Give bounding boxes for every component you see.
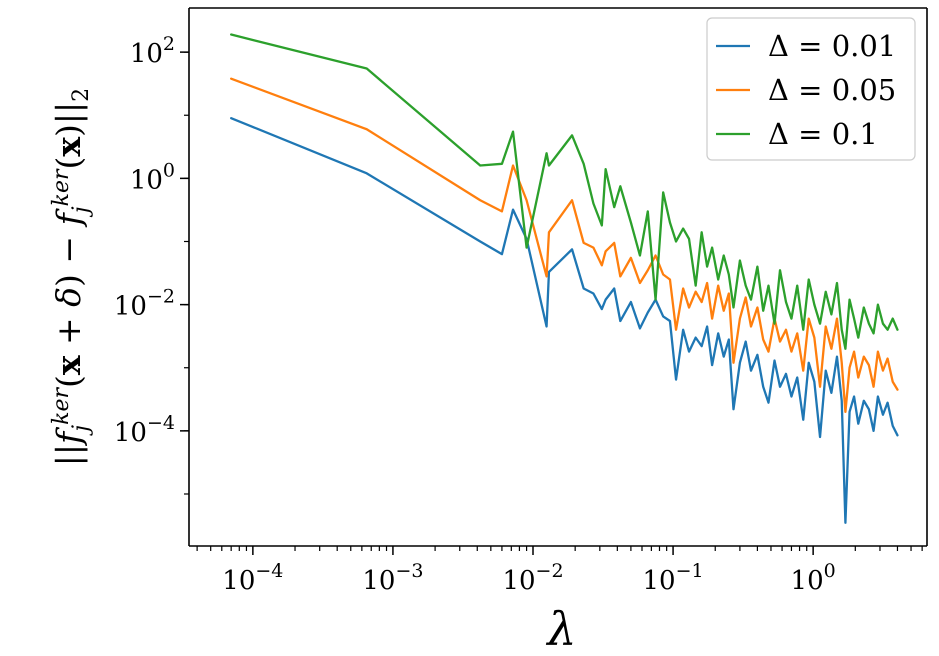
legend: Δ = 0.01 Δ = 0.05 Δ = 0.1 bbox=[706, 17, 916, 161]
series-line-0 bbox=[230, 116, 899, 524]
ylabel-part-x2: x bbox=[49, 137, 88, 157]
y-tick-label-3: 102 bbox=[130, 33, 175, 69]
ylabel-part-norm-close: )|| bbox=[49, 102, 88, 137]
y-tick-label-2: 100 bbox=[130, 159, 175, 195]
x-tick-label-1: 10−3 bbox=[362, 560, 423, 596]
legend-label-value-delta-001: 0.01 bbox=[832, 29, 897, 63]
y-tick-label-exponent: −4 bbox=[147, 412, 175, 434]
y-axis-label-text: ||fjker(x + δ) − fjker(x)||2 bbox=[49, 88, 94, 466]
x-tick-label-exponent: −1 bbox=[676, 560, 704, 582]
x-tick-label-3: 10−1 bbox=[643, 560, 704, 596]
y-tick-label-exponent: 2 bbox=[163, 33, 175, 55]
ylabel-part-ker2: ker bbox=[49, 168, 74, 206]
ylabel-part-paren2: ( bbox=[49, 157, 88, 170]
legend-label-delta-001: Δ = 0.01 bbox=[768, 29, 896, 63]
legend-label-base-delta-001: Δ = bbox=[768, 29, 832, 63]
y-tick-label-0: 10−4 bbox=[114, 412, 175, 448]
x-tick-label-0: 10−4 bbox=[222, 560, 283, 596]
series-layer bbox=[230, 33, 899, 524]
x-tick-label-base: 10 bbox=[791, 566, 824, 596]
x-tick-label-exponent: −2 bbox=[536, 560, 564, 582]
legend-frame bbox=[706, 17, 916, 161]
legend-label-base-delta-01: Δ = bbox=[768, 117, 832, 151]
y-axis-label: ||fjker(x + δ) − fjker(x)||2 bbox=[49, 88, 94, 466]
ylabel-part-norm-open: || bbox=[49, 444, 88, 466]
x-tick-label-exponent: 0 bbox=[824, 560, 836, 582]
legend-label-delta-01: Δ = 0.1 bbox=[768, 117, 878, 151]
ylabel-part-x1: x bbox=[49, 355, 88, 375]
series-line-2 bbox=[230, 33, 899, 350]
ylabel-part-delta: δ bbox=[49, 287, 88, 307]
ylabel-part-minus: ) − bbox=[49, 225, 88, 287]
ylabel-part-subscript-2: 2 bbox=[69, 88, 94, 102]
legend-label-base-delta-005: Δ = bbox=[768, 73, 832, 107]
x-tick-label-4: 100 bbox=[791, 560, 836, 596]
x-tick-label-base: 10 bbox=[362, 566, 395, 596]
axes bbox=[188, 7, 928, 547]
x-tick-label-base: 10 bbox=[502, 566, 535, 596]
y-tick-label-base: 10 bbox=[114, 292, 147, 322]
y-tick-label-base: 10 bbox=[114, 418, 147, 448]
ylabel-part-paren1: ( bbox=[49, 375, 88, 388]
x-tick-label-exponent: −4 bbox=[255, 560, 283, 582]
ylabel-part-ker1: ker bbox=[49, 387, 74, 425]
x-tick-label-base: 10 bbox=[222, 566, 255, 596]
legend-label-value-delta-005: 0.05 bbox=[832, 73, 897, 107]
y-tick-label-1: 10−2 bbox=[114, 286, 175, 322]
ylabel-part-plus: + bbox=[49, 307, 88, 356]
legend-label-delta-005: Δ = 0.05 bbox=[768, 73, 896, 107]
y-tick-label-exponent: −2 bbox=[147, 286, 175, 308]
y-tick-label-base: 10 bbox=[130, 39, 163, 69]
y-tick-label-base: 10 bbox=[130, 165, 163, 195]
y-tick-label-exponent: 0 bbox=[163, 159, 175, 181]
x-axis-label: λ bbox=[545, 602, 576, 656]
x-tick-label-base: 10 bbox=[643, 566, 676, 596]
series-line-1 bbox=[230, 77, 899, 414]
x-tick-label-exponent: −3 bbox=[395, 560, 423, 582]
legend-label-value-delta-01: 0.1 bbox=[832, 117, 878, 151]
x-tick-label-2: 10−2 bbox=[502, 560, 563, 596]
